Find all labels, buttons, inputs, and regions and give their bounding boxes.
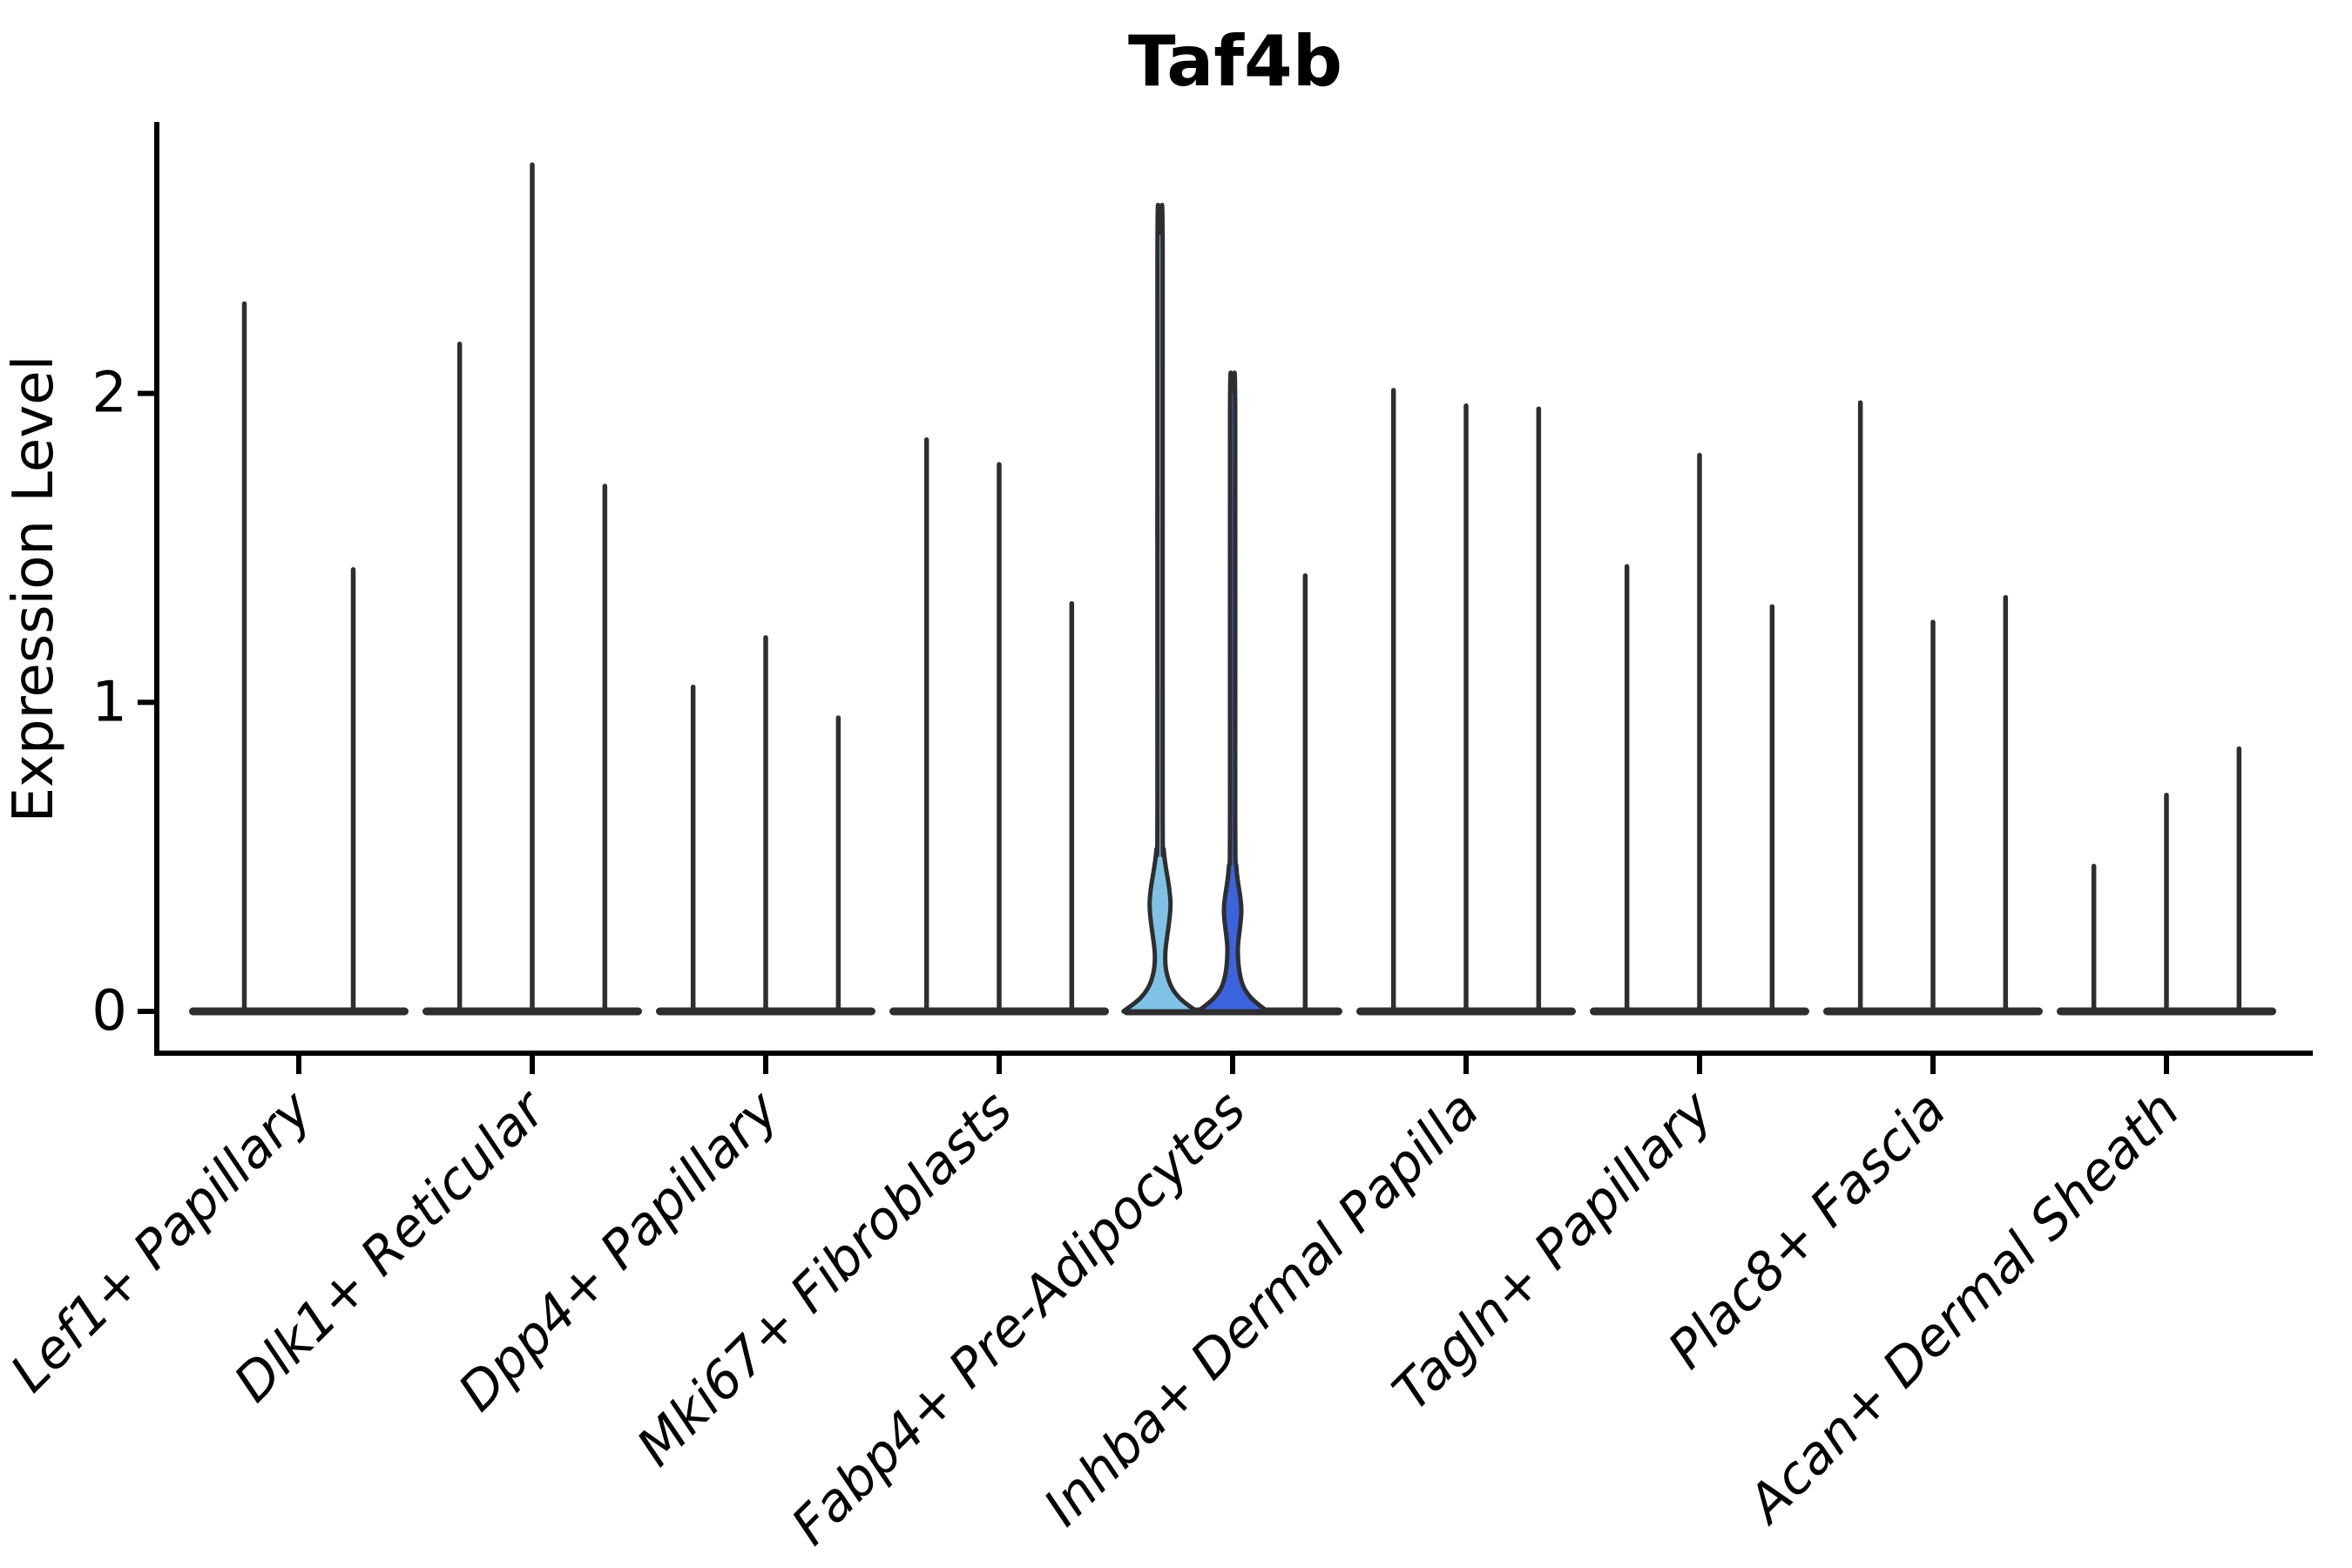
y-tick-label: 2 (91, 362, 127, 426)
chart-title: Taf4b (1128, 21, 1342, 102)
y-tick-label: 1 (91, 670, 127, 734)
x-tick-label: Inhba+ Dermal Papilla (1032, 1079, 1490, 1538)
y-tick-label: 0 (91, 979, 127, 1044)
violin-highlighted (1121, 202, 1200, 1014)
x-tick-label: Acan+ Dermal Sheath (1734, 1079, 2192, 1537)
x-tick-label: Fabp4+ Pre-Adipocytes (780, 1079, 1257, 1557)
x-tick-label: Mki67+ Fibroblasts (625, 1079, 1024, 1478)
violin-base-strip (189, 1007, 409, 1016)
violin-highlighted (1195, 370, 1270, 1014)
y-axis-label: Expression Level (2, 355, 66, 823)
